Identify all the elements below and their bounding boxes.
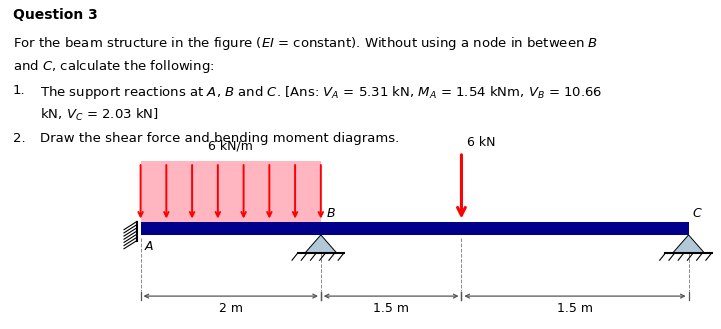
Text: 2 m: 2 m [218,302,243,315]
Text: For the beam structure in the figure ($EI$ = constant). Without using a node in : For the beam structure in the figure ($E… [13,35,598,52]
Text: and $C$, calculate the following:: and $C$, calculate the following: [13,58,214,75]
Polygon shape [305,235,337,253]
Text: Question 3: Question 3 [13,8,98,22]
Text: 1.5 m: 1.5 m [373,302,409,315]
Polygon shape [673,235,704,253]
Bar [141,222,689,235]
Text: kN, $V_C$ = 2.03 kN]: kN, $V_C$ = 2.03 kN] [40,107,159,123]
Text: The support reactions at $A$, $B$ and $C$. [Ans: $V_A$ = 5.31 kN, $M_A$ = 1.54 k: The support reactions at $A$, $B$ and $C… [40,84,602,101]
Text: 1.5 m: 1.5 m [557,302,593,315]
Text: 6 kN/m: 6 kN/m [208,140,253,153]
Text: B: B [327,207,335,220]
Text: 2.: 2. [13,132,26,145]
Text: Draw the shear force and bending moment diagrams.: Draw the shear force and bending moment … [40,132,399,145]
Text: C: C [693,207,702,220]
Text: A: A [144,240,153,253]
Text: 1.: 1. [13,84,26,97]
Text: 6 kN: 6 kN [467,136,496,149]
Bar [141,161,321,222]
